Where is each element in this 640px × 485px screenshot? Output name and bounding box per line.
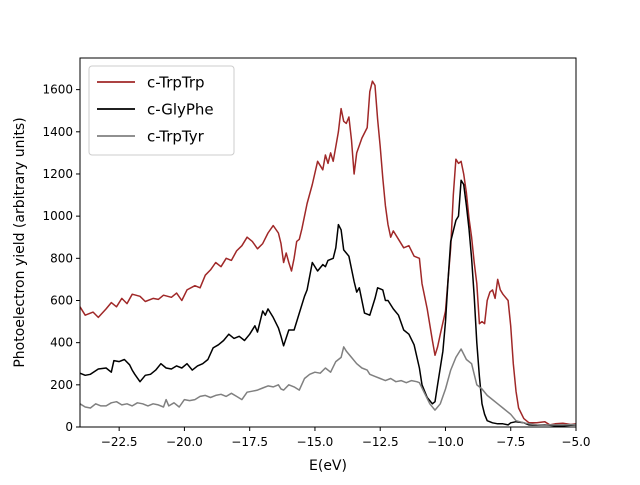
y-tick-label: 600 [50,293,73,307]
legend: c-TrpTrp c-GlyPhe c-TrpTyr [88,65,235,156]
x-tick-label: −17.5 [231,435,268,449]
legend-entries: c-TrpTrp c-GlyPhe c-TrpTyr [97,74,214,146]
y-tick-label: 1200 [42,167,73,181]
x-tick-label: −15.0 [297,435,334,449]
series-line-c-trptrp [79,80,577,426]
x-tick-label: −5.0 [561,435,590,449]
x-ticks: −22.5 −20.0 −17.5 −15.0 −12.5 −10.0 −7.5 −5.0 [101,427,591,449]
y-tick-label: 200 [50,378,73,392]
x-tick-label: −22.5 [101,435,138,449]
y-ticks: 0 200 400 600 800 1000 1200 1400 1600 [42,83,80,434]
legend-label: c-TrpTyr [147,128,205,146]
x-axis-title: E(eV) [309,458,347,474]
x-tick-label: −12.5 [362,435,399,449]
y-tick-label: 1600 [42,83,73,97]
y-tick-label: 1400 [42,125,73,139]
legend-label: c-GlyPhe [147,101,214,119]
series-layer [79,80,577,427]
x-tick-label: −7.5 [496,435,525,449]
legend-label: c-TrpTrp [147,74,205,92]
series-line-c-glyphe [79,179,577,427]
legend-box [88,65,235,156]
y-axis-title: Photoelectron yield (arbitrary units) [12,117,28,367]
y-tick-label: 0 [65,420,73,434]
plot-frame [79,57,577,428]
x-tick-label: −20.0 [166,435,203,449]
x-tick-label: −10.0 [427,435,464,449]
series-line-c-trptyr [79,346,577,427]
y-tick-label: 400 [50,336,73,350]
y-tick-label: 1000 [42,209,73,223]
y-tick-label: 800 [50,251,73,265]
